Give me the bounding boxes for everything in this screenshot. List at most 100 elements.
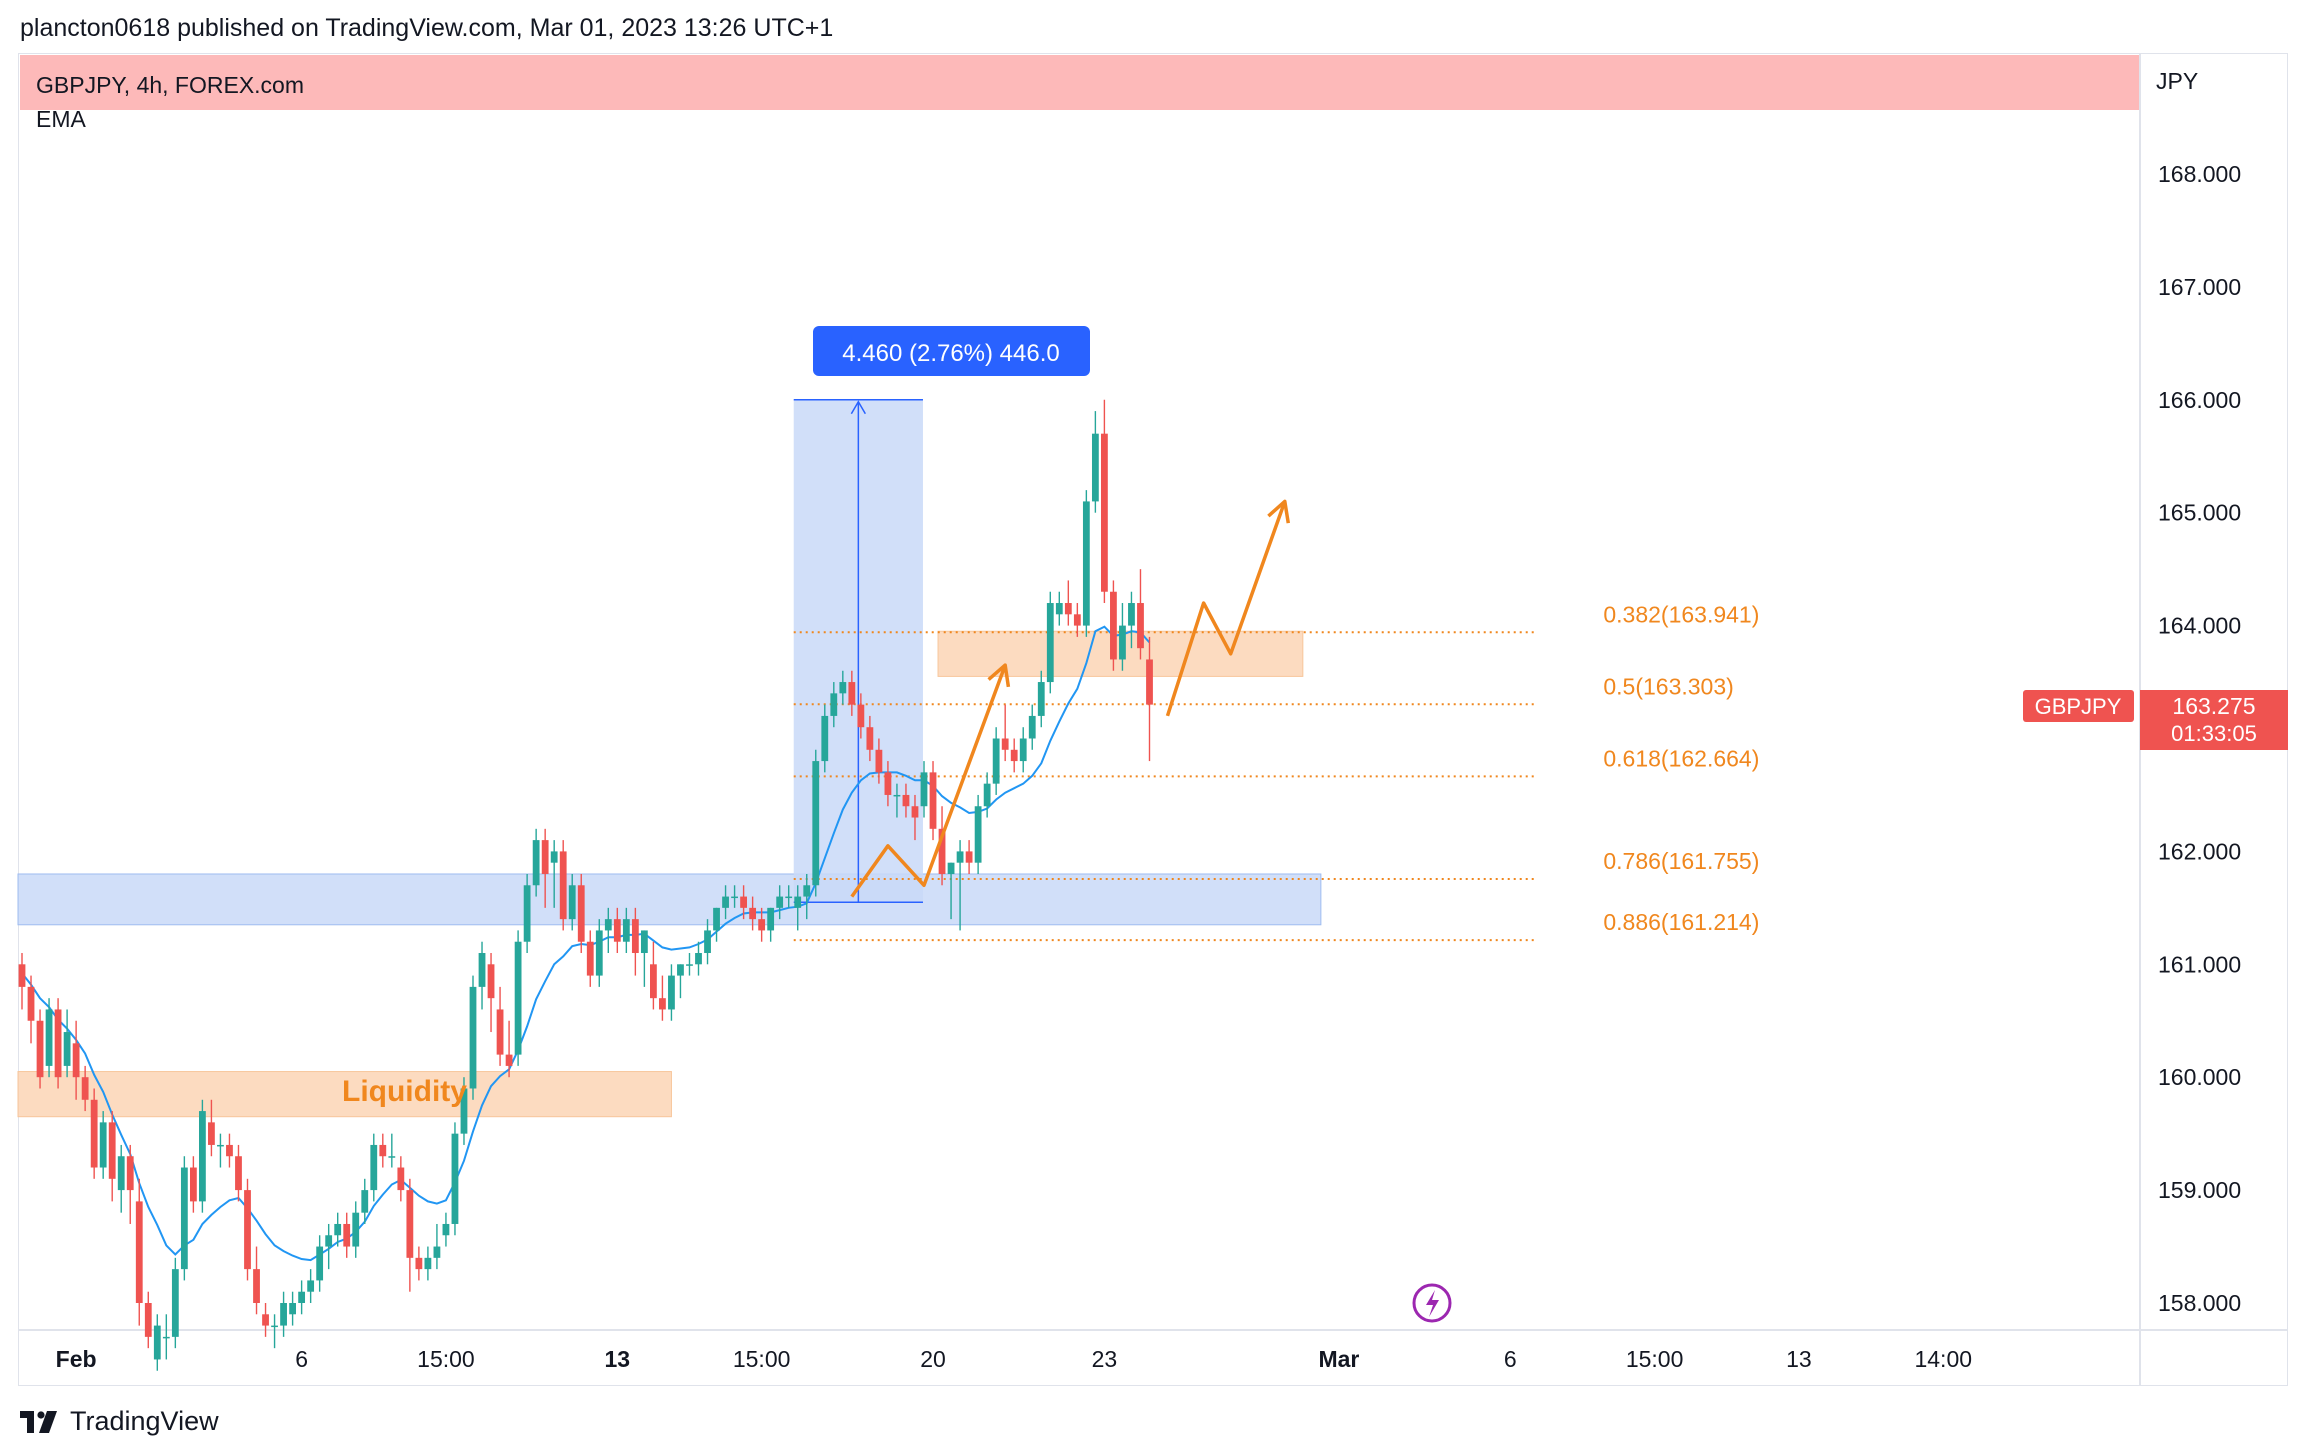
candle-body [974, 806, 982, 863]
candle-body [550, 851, 558, 863]
candle [1137, 569, 1144, 660]
candle-body [171, 1269, 179, 1337]
candle [677, 964, 684, 999]
candle-body [577, 885, 585, 942]
candle-body [144, 1303, 152, 1337]
candle-body [415, 1257, 423, 1270]
candle [99, 1111, 107, 1179]
candle-body [289, 1303, 296, 1315]
price-tick: 161.000 [2158, 951, 2241, 977]
fib-retracement[interactable]: 0.382(163.941) 0.5(163.303) 0.618(162.664)… [793, 601, 1760, 942]
candle [514, 930, 522, 1066]
candle-body [803, 885, 811, 897]
candle [983, 772, 991, 818]
candle-body [668, 975, 675, 1010]
price-tick: 168.000 [2158, 161, 2241, 187]
candle-body [631, 919, 639, 954]
measure-label[interactable]: 4.460 (2.76%) 446.0 [813, 326, 1090, 376]
candle [226, 1133, 233, 1168]
candle [343, 1212, 351, 1258]
candle [704, 919, 711, 965]
candle [794, 885, 802, 931]
candle-body [117, 1156, 125, 1191]
candle-body [983, 783, 991, 807]
fib-label-2: 0.618(162.664) [1603, 745, 1759, 771]
price-badge-symbol: GBPJPY [2035, 694, 2122, 719]
candle-body [595, 930, 603, 976]
candle-body [99, 1122, 107, 1168]
time-axis[interactable]: Feb 6 15:00 13 15:00 20 23 Mar 6 15:00 13 14:00 [56, 1346, 1972, 1372]
candle [18, 953, 26, 1010]
candle-body [722, 896, 729, 908]
candle [848, 670, 856, 716]
candle-body [72, 1043, 80, 1078]
candle-body [226, 1144, 233, 1157]
lightning-icon[interactable] [1412, 1283, 1452, 1323]
candle [280, 1291, 287, 1337]
candle-body [830, 693, 838, 716]
candle-body [514, 941, 522, 1055]
candle-body [758, 919, 766, 931]
candle [1128, 591, 1135, 649]
candle-body [1146, 659, 1153, 705]
candle [1046, 591, 1054, 694]
candle-body [388, 1156, 396, 1158]
candle [595, 919, 603, 987]
candle [81, 1065, 89, 1112]
published-by-line: plancton0618 published on TradingView.co… [20, 14, 834, 42]
candle [749, 896, 757, 931]
price-badge-countdown: 01:33:05 [2171, 721, 2257, 746]
candle [496, 986, 504, 1066]
candle-body [487, 964, 495, 999]
candle [162, 1314, 170, 1360]
candle [1101, 399, 1108, 604]
candle-body [812, 761, 820, 886]
candle-body [451, 1133, 459, 1224]
candle-body [217, 1144, 224, 1147]
time-tick: 23 [1092, 1346, 1118, 1372]
candle [1146, 636, 1153, 762]
candle-body [902, 794, 910, 807]
candle-body [1010, 749, 1018, 762]
candle-body [523, 885, 531, 942]
candle-body [352, 1212, 360, 1247]
symbol-title: GBPJPY, 4h, FOREX.com [36, 72, 304, 98]
candle-body [370, 1144, 378, 1191]
liquidity-label: Liquidity [342, 1075, 467, 1108]
candle-body [1091, 433, 1099, 502]
price-tick: 167.000 [2158, 274, 2241, 300]
candle-body [496, 1009, 504, 1055]
candle-body [586, 941, 594, 976]
candle-body [686, 964, 693, 966]
candle-body [406, 1190, 414, 1258]
candle [938, 806, 946, 886]
candle-body [325, 1235, 333, 1247]
candle [469, 975, 477, 1100]
candle [1091, 411, 1099, 513]
fib-label-1: 0.5(163.303) [1603, 673, 1733, 699]
candle-body [659, 998, 666, 1010]
candle [1028, 704, 1036, 750]
candle-body [307, 1280, 315, 1292]
candle [884, 761, 892, 807]
candle-body [442, 1223, 450, 1236]
candle-body [559, 851, 567, 920]
price-tick: 164.000 [2158, 613, 2241, 639]
candle [911, 794, 919, 841]
candle [866, 715, 874, 762]
candle-body [1128, 603, 1135, 626]
candle-body [713, 907, 720, 931]
candle [180, 1156, 188, 1281]
candle-body [541, 840, 549, 874]
candle [920, 761, 928, 818]
projection-arrows[interactable] [850, 499, 1291, 898]
candle-body [821, 715, 829, 762]
candle [1110, 580, 1117, 671]
candle-body [866, 727, 874, 750]
candle [740, 885, 747, 920]
candle-body [1055, 603, 1063, 615]
candle [893, 783, 901, 818]
candle [108, 1111, 116, 1202]
candle [577, 873, 585, 954]
